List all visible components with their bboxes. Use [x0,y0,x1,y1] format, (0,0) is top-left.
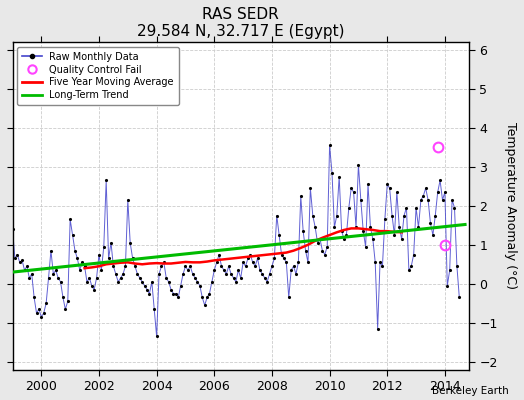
Text: Berkeley Earth: Berkeley Earth [432,386,508,396]
Legend: Raw Monthly Data, Quality Control Fail, Five Year Moving Average, Long-Term Tren: Raw Monthly Data, Quality Control Fail, … [17,47,179,105]
Title: RAS SEDR
29.584 N, 32.717 E (Egypt): RAS SEDR 29.584 N, 32.717 E (Egypt) [137,7,344,39]
Y-axis label: Temperature Anomaly (°C): Temperature Anomaly (°C) [504,122,517,289]
